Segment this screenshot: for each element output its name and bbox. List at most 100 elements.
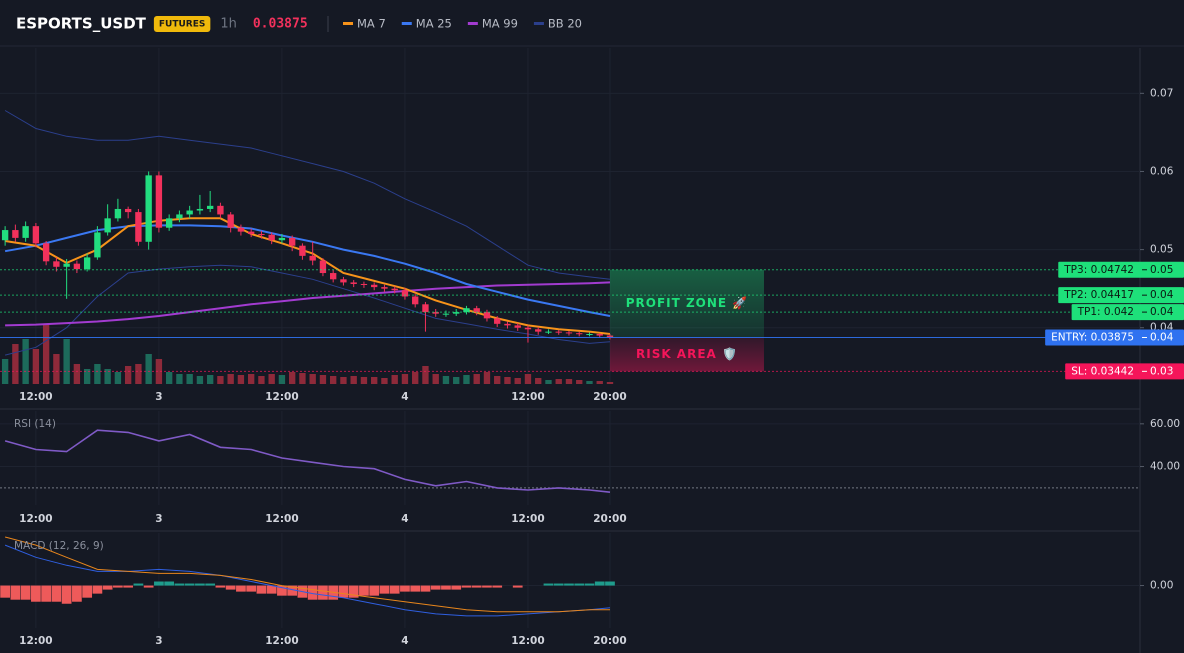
volume-bar xyxy=(381,378,388,384)
risk-zone xyxy=(609,337,764,372)
candle-body xyxy=(32,226,40,244)
symbol: ESPORTS_USDT xyxy=(16,15,147,33)
volume-bar xyxy=(442,376,450,384)
histogram-bar xyxy=(143,585,154,588)
volume-bar xyxy=(288,372,296,384)
histogram-bar xyxy=(82,585,93,598)
market-badge-text: FUTURES xyxy=(159,20,205,30)
volume-bar xyxy=(165,372,173,384)
level-tag xyxy=(1065,363,1184,380)
histogram-bar xyxy=(574,583,585,586)
volume-bar xyxy=(247,374,255,384)
candle-body xyxy=(442,313,450,315)
moving-average xyxy=(5,281,611,327)
x-tick-label: 12:00 xyxy=(19,635,52,647)
candle-body xyxy=(186,210,193,215)
candle-body xyxy=(237,227,245,232)
histogram-bar xyxy=(338,585,349,598)
volume-bar xyxy=(535,378,542,384)
volume-bar xyxy=(401,374,409,384)
zone-label: PROFIT ZONE 🚀 xyxy=(626,296,749,310)
candle-body xyxy=(330,273,337,280)
pane-title: MACD (12, 26, 9) xyxy=(14,540,104,552)
x-tick-label: 4 xyxy=(401,635,408,647)
volume-bar xyxy=(514,378,521,384)
volume-bar xyxy=(278,375,286,384)
volume-bar xyxy=(309,374,316,384)
y-tick-label: 0.00 xyxy=(1150,580,1173,592)
x-tick-label: 12:00 xyxy=(19,513,52,525)
x-tick-label: 20:00 xyxy=(593,391,626,403)
level-axis-label: 0.04 xyxy=(1150,332,1174,344)
level-tag xyxy=(1058,261,1184,278)
x-tick-label: 12:00 xyxy=(511,391,544,403)
volume-bar xyxy=(473,374,480,384)
histogram-bar xyxy=(420,585,431,592)
histogram-bar xyxy=(20,585,31,600)
histogram-bar xyxy=(359,585,369,596)
x-tick-label: 4 xyxy=(401,391,408,403)
x-tick-label: 20:00 xyxy=(593,635,626,647)
histogram-bar xyxy=(430,585,441,590)
volume-bar xyxy=(606,382,614,384)
candle-body xyxy=(576,333,583,335)
volume-bar xyxy=(360,377,368,384)
histogram-bar xyxy=(184,583,195,586)
volume-bar xyxy=(22,339,29,384)
histogram-bar xyxy=(553,583,564,586)
interval: 1h xyxy=(220,17,237,32)
candle-body xyxy=(340,279,347,283)
candle-body xyxy=(247,231,255,234)
volume-bar xyxy=(391,375,398,384)
candle-body xyxy=(94,232,101,258)
x-tick-label: 12:00 xyxy=(265,513,298,525)
volume-bar xyxy=(494,376,501,384)
volume-bar xyxy=(586,381,593,384)
volume-bar xyxy=(53,354,60,384)
macd-line xyxy=(4,544,611,617)
histogram-bar xyxy=(389,585,400,594)
candle-body xyxy=(432,312,439,314)
candle-body xyxy=(514,325,521,328)
volume-bar xyxy=(576,380,583,384)
x-tick-label: 12:00 xyxy=(19,391,52,403)
level-axis-label: 0.04 xyxy=(1150,306,1174,318)
candle-body xyxy=(586,333,593,335)
candle-body xyxy=(104,218,111,233)
legend-swatch xyxy=(343,22,353,25)
histogram-bar xyxy=(246,585,257,592)
volume-bar xyxy=(94,364,101,384)
level-axis-label: 0.03 xyxy=(1150,365,1173,377)
x-tick-label: 3 xyxy=(155,635,162,647)
histogram-bar xyxy=(61,585,72,604)
volume-bar xyxy=(124,366,132,384)
bollinger-upper xyxy=(4,110,611,280)
histogram-bar xyxy=(369,585,380,596)
volume-bar xyxy=(104,369,111,384)
candle-body xyxy=(412,296,419,305)
candle-body xyxy=(73,263,81,270)
candle-body xyxy=(494,318,501,324)
volume-bar xyxy=(12,344,19,384)
histogram-bar xyxy=(379,585,390,594)
level-label: TP3: 0.04742 xyxy=(1063,264,1134,276)
volume-bar xyxy=(483,372,491,384)
rsi-line xyxy=(4,429,611,493)
candle-body xyxy=(288,237,296,246)
candle-body xyxy=(42,243,50,262)
candle-body xyxy=(483,312,491,319)
volume-bar xyxy=(114,372,122,384)
legend-label: BB 20 xyxy=(548,17,582,31)
histogram-bar xyxy=(256,585,267,594)
candle-body xyxy=(350,282,357,284)
histogram-bar xyxy=(31,585,41,602)
candle-body xyxy=(319,260,327,274)
x-tick-label: 12:00 xyxy=(511,635,544,647)
histogram-bar xyxy=(154,581,164,586)
candle-body xyxy=(524,327,532,330)
histogram-bar xyxy=(174,583,185,586)
histogram-bar xyxy=(492,585,503,588)
pane-title: RSI (14) xyxy=(14,418,56,430)
histogram-bar xyxy=(277,585,287,596)
histogram-bar xyxy=(594,581,605,586)
